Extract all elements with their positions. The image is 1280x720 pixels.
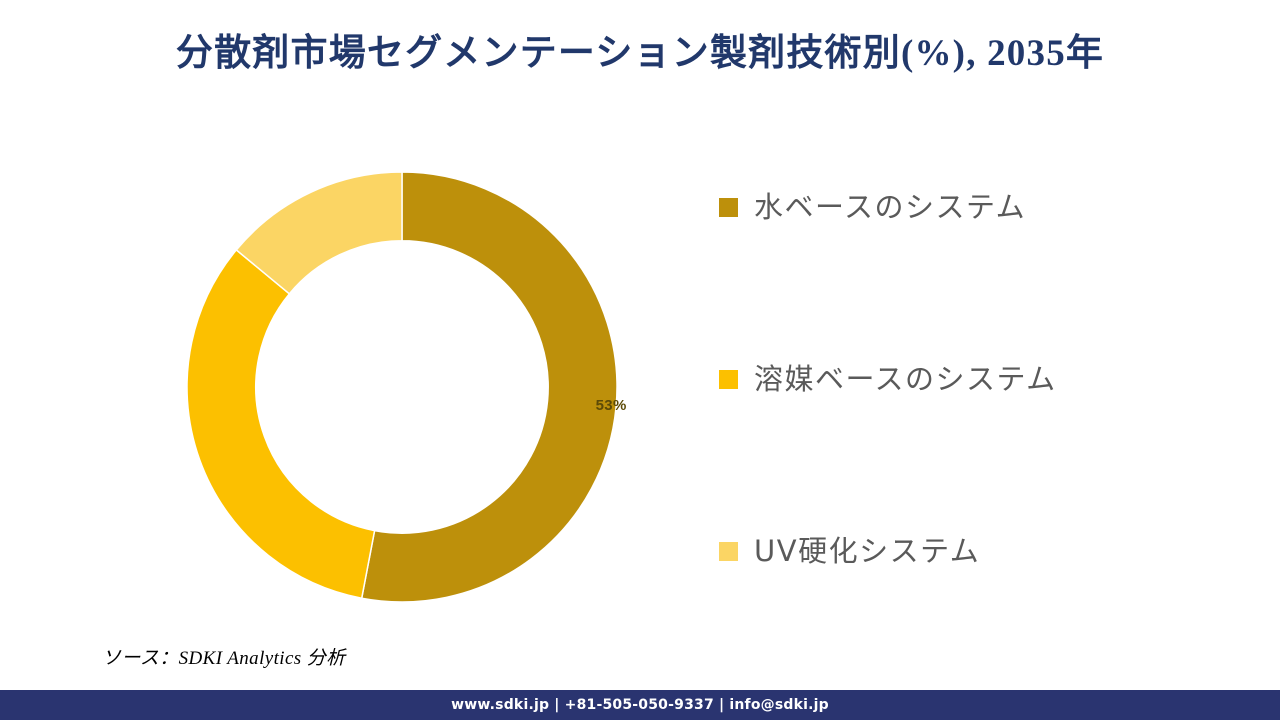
donut-data-label-water-based: 53%	[595, 397, 627, 414]
source-note: ソース：SDKI Analytics 分析	[102, 648, 346, 669]
legend-item-solvent-based[interactable]: 溶媒ベースのシステム	[719, 357, 1057, 401]
chart-legend: 水ベースのシステム 溶媒ベースのシステム UV硬化システム	[719, 185, 1239, 585]
donut-slice-water-based[interactable]	[360, 172, 617, 602]
legend-swatch-icon-water-based	[719, 197, 738, 217]
footer-contact-text[interactable]: www.sdki.jp | +81-505-050-9337 | info@sd…	[451, 697, 829, 713]
legend-item-water-based[interactable]: 水ベースのシステム	[719, 185, 1026, 229]
donut-slice-solvent-based[interactable]	[187, 248, 376, 600]
legend-item-uv-curing[interactable]: UV硬化システム	[719, 529, 980, 573]
donut-chart: 53%	[187, 172, 626, 602]
footer-bar: www.sdki.jp | +81-505-050-9337 | info@sd…	[0, 690, 1280, 720]
legend-label-water-based: 水ベースのシステム	[754, 189, 1027, 224]
donut-slices	[187, 172, 617, 602]
donut-chart-svg	[187, 172, 617, 602]
donut-slice-uv-curing[interactable]	[235, 172, 403, 295]
legend-swatch-icon-uv-curing	[719, 541, 738, 561]
page-title: 分散剤市場セグメンテーション製剤技術別(%), 2035年	[175, 33, 1105, 74]
legend-label-solvent-based: 溶媒ベースのシステム	[754, 361, 1057, 396]
legend-label-uv-curing: UV硬化システム	[754, 533, 981, 568]
legend-swatch-icon-solvent-based	[719, 369, 738, 389]
